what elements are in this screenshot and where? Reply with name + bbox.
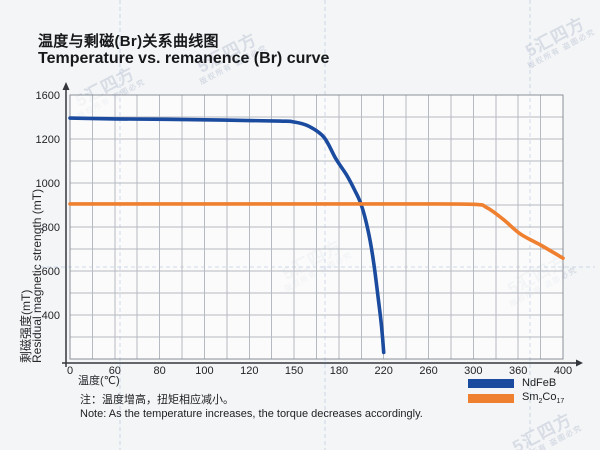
footnote-zh: 注：温度增高，扭矩相应减小。 <box>80 394 234 406</box>
x-axis-label: 温度(℃) <box>78 375 120 387</box>
legend: NdFeB Sm2Co17 <box>468 377 565 406</box>
chart-title-en: Temperature vs. remanence (Br) curve <box>38 50 330 67</box>
svg-text:800: 800 <box>42 222 60 234</box>
footnote-en: Note: As the temperature increases, the … <box>80 407 423 420</box>
svg-text:1200: 1200 <box>36 134 60 146</box>
svg-text:300: 300 <box>464 365 482 377</box>
svg-text:80: 80 <box>154 365 166 377</box>
svg-text:100: 100 <box>195 365 213 377</box>
legend-label-ndfeb: NdFeB <box>522 377 557 389</box>
svg-text:600: 600 <box>42 266 60 278</box>
svg-text:400: 400 <box>42 310 60 322</box>
svg-text:1000: 1000 <box>36 178 60 190</box>
legend-item-ndfeb: NdFeB <box>468 377 564 389</box>
svg-text:120: 120 <box>240 365 258 377</box>
svg-text:260: 260 <box>419 365 437 377</box>
legend-item-sm2co17: Sm2Co17 <box>468 390 565 406</box>
legend-swatch-ndfeb <box>468 378 514 388</box>
svg-text:400: 400 <box>554 365 572 377</box>
svg-text:1600: 1600 <box>36 90 60 102</box>
footnote: 注：温度增高，扭矩相应减小。 Note: As the temperature … <box>80 394 423 421</box>
legend-label-sm2co17: Sm2Co17 <box>522 390 565 406</box>
chart-title-zh: 温度与剩磁(Br)关系曲线图 <box>38 33 219 50</box>
svg-text:180: 180 <box>330 365 348 377</box>
legend-swatch-sm2co17 <box>468 393 514 403</box>
svg-text:360: 360 <box>509 365 527 377</box>
svg-text:220: 220 <box>375 365 393 377</box>
svg-text:0: 0 <box>67 365 73 377</box>
y-axis-label-en: Residual magnetic strength (mT) <box>30 188 44 363</box>
svg-text:150: 150 <box>285 365 303 377</box>
svg-text:60: 60 <box>109 365 121 377</box>
